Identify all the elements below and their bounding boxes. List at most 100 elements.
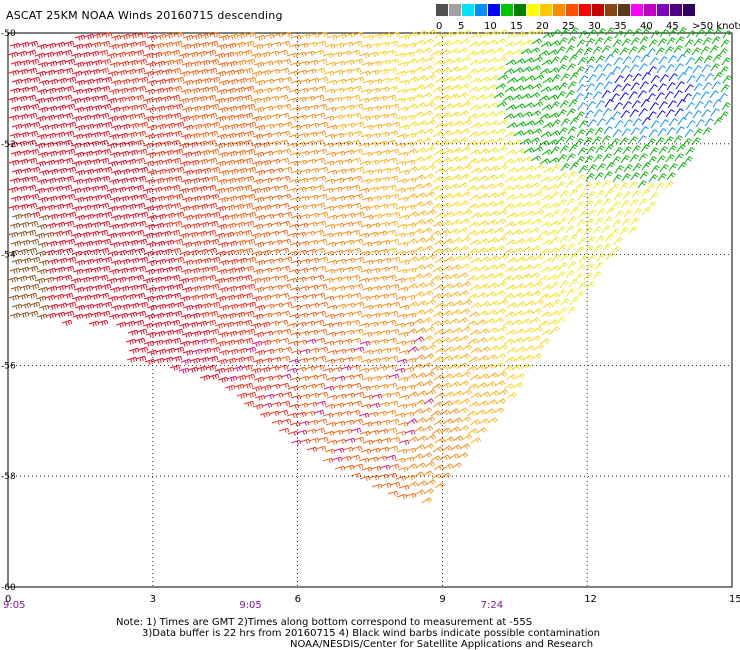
wind-barb bbox=[574, 138, 584, 147]
wind-barb bbox=[89, 203, 101, 210]
wind-barb bbox=[549, 265, 561, 272]
wind-barb bbox=[36, 313, 48, 320]
wind-barb bbox=[442, 373, 454, 380]
wind-barb bbox=[425, 29, 437, 36]
wind-barb bbox=[299, 258, 311, 264]
wind-barb bbox=[475, 229, 487, 236]
wind-barb bbox=[280, 58, 292, 64]
wind-barb bbox=[448, 453, 460, 460]
wind-barb bbox=[169, 94, 181, 101]
wind-barb bbox=[658, 56, 668, 65]
wind-barb bbox=[189, 177, 201, 184]
wind-barb bbox=[497, 119, 509, 126]
wind-barb bbox=[91, 284, 103, 291]
wind-barb bbox=[89, 158, 101, 165]
wind-barb bbox=[684, 84, 694, 93]
wind-barb bbox=[277, 94, 289, 100]
wind-barb bbox=[541, 239, 553, 246]
wind-barb bbox=[25, 94, 37, 101]
wind-barb bbox=[155, 303, 167, 310]
wind-barb bbox=[541, 149, 553, 156]
wind-barb bbox=[295, 231, 307, 237]
wind-barb bbox=[603, 36, 613, 45]
wind-barb bbox=[182, 349, 194, 356]
wind-barb bbox=[587, 119, 597, 128]
wind-barb bbox=[44, 249, 56, 256]
wind-barb bbox=[513, 175, 525, 182]
wind-barb bbox=[197, 293, 209, 300]
wind-barb bbox=[623, 29, 633, 38]
wind-barb bbox=[20, 122, 32, 129]
wind-barb bbox=[332, 114, 344, 120]
wind-barb bbox=[169, 139, 181, 146]
wind-barb bbox=[558, 37, 568, 46]
wind-barb bbox=[100, 283, 112, 290]
wind-barb bbox=[322, 187, 334, 193]
wind-barb bbox=[395, 160, 407, 166]
wind-barb bbox=[502, 95, 514, 102]
wind-barb bbox=[182, 259, 194, 266]
wind-barb bbox=[313, 274, 325, 280]
wind-barb bbox=[335, 78, 347, 84]
wind-barb bbox=[45, 87, 57, 94]
wind-barb bbox=[224, 204, 236, 211]
wind-barb bbox=[452, 120, 464, 127]
wind-barb bbox=[493, 47, 505, 54]
wind-barb bbox=[422, 470, 434, 477]
wind-barb bbox=[376, 365, 388, 371]
wind-barb bbox=[368, 294, 380, 300]
wind-barb bbox=[350, 112, 362, 118]
wind-barb bbox=[594, 217, 604, 226]
wind-barb bbox=[470, 167, 482, 174]
wind-barb bbox=[657, 83, 667, 92]
wind-barb bbox=[19, 59, 31, 66]
wind-barb bbox=[108, 88, 120, 95]
wind-barb bbox=[306, 176, 318, 182]
wind-barb bbox=[344, 347, 356, 353]
wind-barb bbox=[574, 273, 584, 282]
wind-barb bbox=[313, 319, 325, 325]
wind-barb bbox=[621, 128, 631, 137]
wind-barb bbox=[259, 366, 271, 373]
wind-barb bbox=[701, 109, 711, 118]
wind-barb bbox=[677, 72, 687, 81]
wind-barb bbox=[206, 157, 218, 164]
wind-barb bbox=[505, 194, 517, 201]
wind-barb bbox=[164, 347, 176, 354]
wind-barb bbox=[502, 320, 514, 327]
wind-barb bbox=[97, 49, 109, 56]
wind-barb bbox=[279, 310, 291, 316]
wind-barb bbox=[261, 402, 273, 408]
wind-barb bbox=[439, 139, 451, 146]
wind-barb bbox=[488, 210, 500, 217]
wind-barb bbox=[313, 184, 325, 190]
wind-barb bbox=[440, 247, 452, 254]
wind-barb bbox=[306, 86, 318, 92]
wind-barb bbox=[314, 202, 326, 208]
wind-barb bbox=[522, 39, 534, 46]
wind-barb bbox=[61, 49, 73, 56]
wind-barb bbox=[415, 417, 427, 424]
wind-barb bbox=[412, 93, 424, 100]
wind-barb bbox=[146, 34, 158, 41]
wind-barb bbox=[415, 237, 427, 244]
wind-barb bbox=[226, 150, 238, 157]
wind-barb bbox=[56, 167, 68, 174]
wind-barb bbox=[523, 327, 535, 334]
wind-barb bbox=[407, 391, 419, 398]
wind-barb bbox=[191, 33, 203, 40]
wind-barb bbox=[198, 266, 210, 273]
wind-barb bbox=[83, 33, 95, 40]
wind-barb bbox=[659, 119, 669, 128]
wind-barb bbox=[452, 300, 464, 307]
wind-barb bbox=[169, 274, 181, 281]
wind-barb bbox=[340, 455, 352, 461]
wind-barb bbox=[351, 40, 363, 46]
wind-barb bbox=[450, 444, 462, 451]
wind-barb bbox=[406, 103, 418, 110]
wind-barb bbox=[542, 32, 554, 39]
wind-barb bbox=[286, 367, 298, 373]
wind-barb bbox=[547, 274, 559, 281]
wind-barb bbox=[502, 140, 514, 147]
wind-barb bbox=[333, 42, 345, 48]
